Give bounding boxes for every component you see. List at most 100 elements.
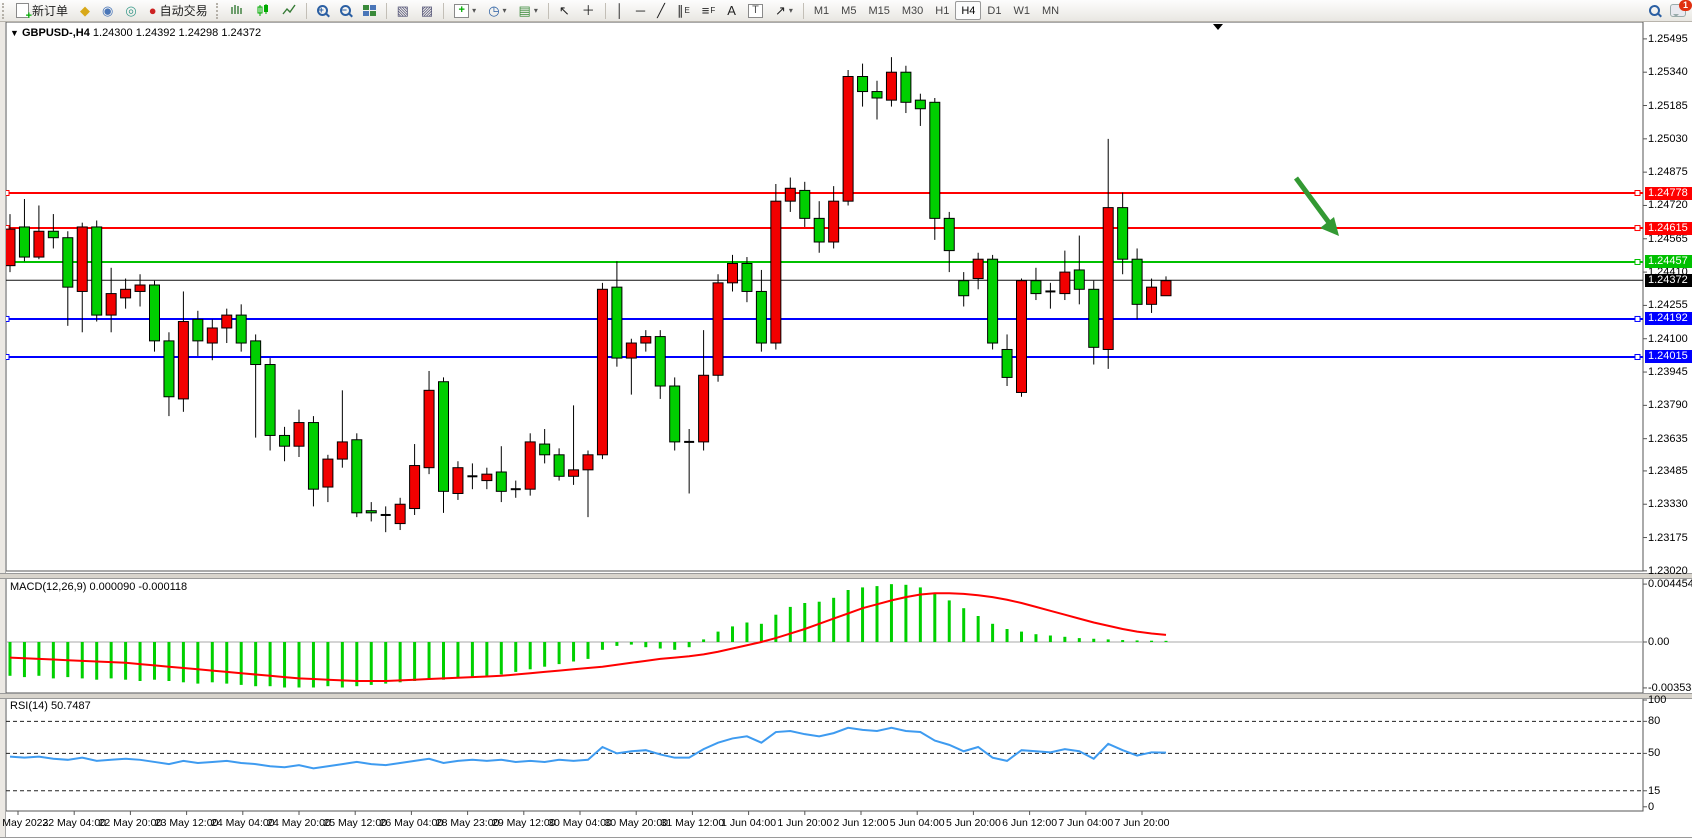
- candle-body[interactable]: [307, 422, 319, 490]
- candle-body[interactable]: [784, 187, 796, 202]
- candle-body[interactable]: [755, 290, 767, 344]
- horizontal-line-button[interactable]: ─: [631, 1, 650, 21]
- timeframe-m5[interactable]: M5: [841, 4, 857, 17]
- level-handle[interactable]: [1634, 353, 1641, 360]
- timeframe-m15[interactable]: M15: [868, 4, 890, 17]
- candle-body[interactable]: [452, 467, 464, 494]
- candle-body[interactable]: [394, 503, 406, 525]
- strategy-tester-button[interactable]: ▨: [416, 1, 438, 21]
- candle-body[interactable]: [885, 71, 897, 101]
- candle-body[interactable]: [727, 263, 738, 284]
- fibonacci-button[interactable]: ≡ F: [701, 3, 716, 18]
- timeframe-mn[interactable]: MN: [1041, 4, 1060, 17]
- candle-body[interactable]: [91, 226, 103, 316]
- tile-windows-button[interactable]: [358, 1, 381, 21]
- candle-body[interactable]: [770, 200, 782, 344]
- candle-body[interactable]: [163, 340, 175, 398]
- candle-body[interactable]: [134, 284, 146, 292]
- toolbar-grip[interactable]: [2, 2, 8, 19]
- candle-body[interactable]: [568, 469, 580, 477]
- candle-body[interactable]: [336, 441, 348, 460]
- candle-body[interactable]: [250, 340, 262, 366]
- toolbar-grip[interactable]: [215, 2, 222, 19]
- candle-body[interactable]: [293, 422, 305, 447]
- add-indicator-button[interactable]: + ▾: [449, 1, 481, 21]
- candle-body[interactable]: [4, 228, 16, 267]
- new-order-button[interactable]: + 新订单: [11, 1, 73, 22]
- candle-body[interactable]: [1131, 258, 1143, 305]
- cursor-button[interactable]: ↖: [554, 1, 575, 21]
- level-handle[interactable]: [1634, 190, 1641, 196]
- level-handle[interactable]: [1634, 225, 1641, 232]
- timeframe-m30[interactable]: M30: [901, 4, 924, 17]
- level-handle[interactable]: [1634, 258, 1641, 265]
- notifications-icon[interactable]: 1: [1670, 0, 1692, 17]
- candle-body[interactable]: [741, 263, 753, 292]
- candle-body[interactable]: [871, 91, 883, 99]
- candle-body[interactable]: [654, 336, 666, 387]
- candle-body[interactable]: [958, 280, 970, 297]
- candle-body[interactable]: [813, 217, 825, 243]
- candle-body[interactable]: [596, 288, 608, 456]
- candle-body[interactable]: [206, 327, 218, 344]
- timeframe-d1[interactable]: D1: [987, 4, 1002, 17]
- candle-body[interactable]: [1102, 207, 1114, 350]
- search-icon[interactable]: [1649, 5, 1660, 16]
- period-button[interactable]: ◷ ▾: [488, 3, 507, 18]
- candle-body[interactable]: [1059, 271, 1071, 295]
- candle-body[interactable]: [943, 217, 955, 252]
- candle-body[interactable]: [1146, 286, 1158, 305]
- timeframe-w1[interactable]: W1: [1013, 4, 1030, 17]
- candle-body[interactable]: [1160, 280, 1172, 297]
- zoom-out-button[interactable]: −: [335, 1, 356, 21]
- candle-body[interactable]: [1016, 280, 1027, 393]
- channel-button[interactable]: ∥ E: [676, 3, 690, 18]
- candle-body[interactable]: [481, 473, 493, 482]
- candle-body[interactable]: [553, 454, 565, 477]
- candle-body[interactable]: [33, 230, 45, 258]
- candle-body[interactable]: [625, 342, 637, 359]
- candle-body[interactable]: [105, 293, 117, 316]
- crosshair-button[interactable]: ＋: [577, 1, 600, 21]
- candle-body[interactable]: [640, 336, 652, 344]
- candle-body[interactable]: [18, 226, 30, 258]
- candle-body[interactable]: [698, 374, 710, 443]
- trendline-button[interactable]: ╱: [652, 1, 670, 21]
- candle-body[interactable]: [828, 200, 840, 243]
- bar-chart-button[interactable]: [225, 1, 249, 21]
- timeframe-h4[interactable]: H4: [955, 1, 982, 21]
- expert-advisor-button[interactable]: ◆: [75, 1, 95, 21]
- candle-body[interactable]: [423, 389, 435, 469]
- candle-body[interactable]: [409, 465, 421, 510]
- symbol-collapse-icon[interactable]: ▼: [10, 28, 19, 38]
- candle-body[interactable]: [914, 99, 926, 110]
- candle-body[interactable]: [1117, 207, 1129, 260]
- line-chart-button[interactable]: [277, 1, 301, 21]
- signals-button[interactable]: ◎: [120, 1, 141, 21]
- candle-body[interactable]: [842, 76, 854, 202]
- candle-body[interactable]: [149, 284, 160, 342]
- trend-arrow-annotation[interactable]: [1293, 176, 1333, 226]
- candle-body[interactable]: [524, 441, 536, 490]
- timeframe-m1[interactable]: M1: [813, 4, 830, 17]
- candle-body[interactable]: [929, 101, 941, 219]
- candle-body[interactable]: [76, 226, 88, 292]
- candle-body[interactable]: [539, 443, 551, 456]
- candle-body[interactable]: [1073, 269, 1085, 290]
- candle-body[interactable]: [192, 318, 204, 342]
- data-window-button[interactable]: ▧: [392, 1, 414, 21]
- candle-body[interactable]: [120, 288, 132, 299]
- candle-body[interactable]: [495, 471, 507, 492]
- profile-button[interactable]: ◉: [97, 1, 118, 21]
- candlestick-chart-button[interactable]: [251, 1, 275, 21]
- candle-body[interactable]: [47, 230, 59, 239]
- zoom-in-button[interactable]: +: [312, 1, 333, 21]
- candle-body[interactable]: [857, 76, 869, 93]
- candle-body[interactable]: [438, 381, 449, 492]
- vertical-line-button[interactable]: │: [611, 1, 629, 21]
- candle-body[interactable]: [264, 364, 276, 436]
- candle-body[interactable]: [62, 237, 74, 288]
- candle-body[interactable]: [799, 189, 811, 219]
- candle-body[interactable]: [900, 71, 912, 103]
